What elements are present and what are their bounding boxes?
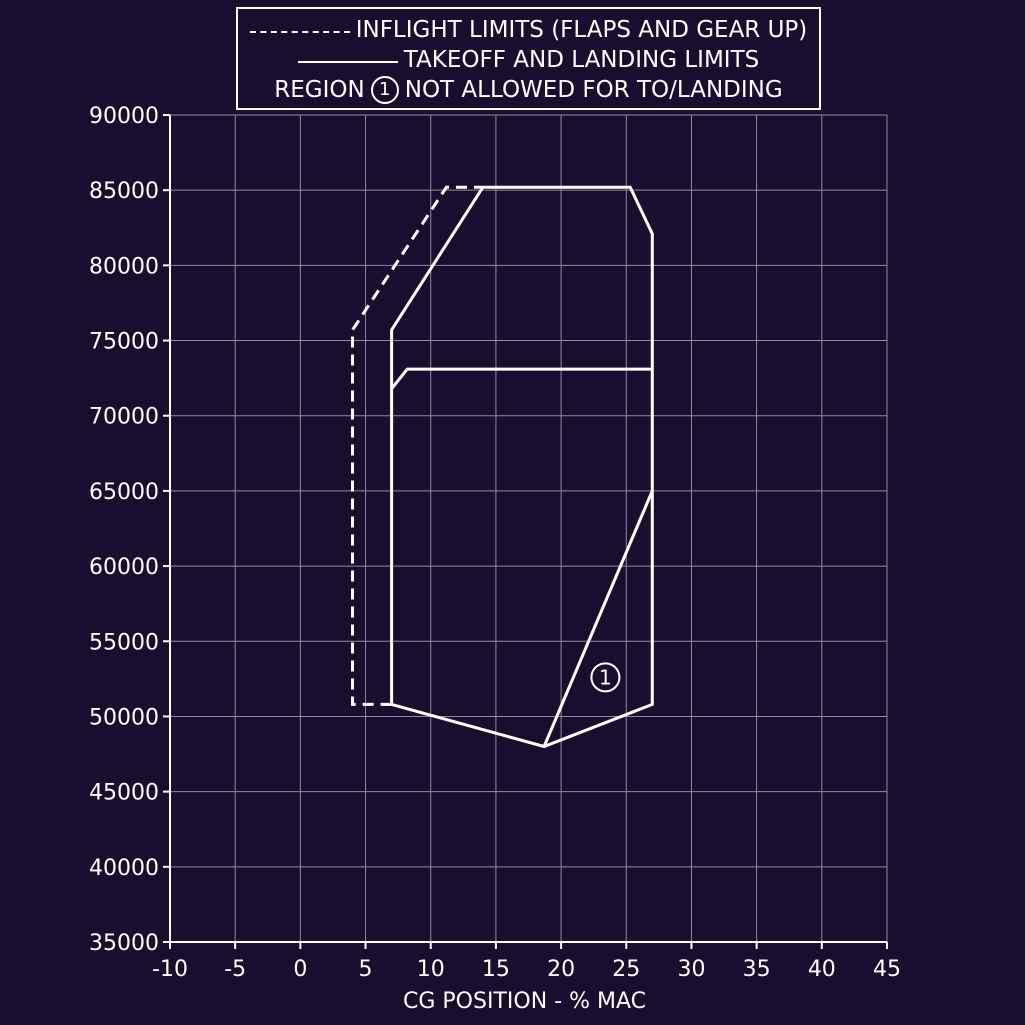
y-tick-label: 50000 [89,705,159,730]
y-tick-label: 35000 [89,931,159,956]
y-tick-label: 65000 [89,480,159,505]
x-tick-label: 15 [482,957,510,982]
y-tick-label: 45000 [89,781,159,806]
y-tick-label: 55000 [89,630,159,655]
legend-takeoff-label: TAKEOFF AND LANDING LIMITS [403,46,760,73]
x-tick-label: -5 [224,957,246,982]
y-tick-label: 40000 [89,856,159,881]
region-label: 1 [599,665,612,689]
inflight-limit-line [351,185,483,706]
x-tick-label: 25 [612,957,640,982]
takeoff-landing-limit-line-1 [390,185,654,749]
region-circle [590,662,621,693]
x-tick-label: 30 [677,957,705,982]
legend-region: REGION 1 NOT ALLOWED FOR TO/LANDING [238,75,819,105]
y-tick-label: 75000 [89,330,159,355]
y-tick-label: 80000 [89,254,159,279]
x-tick-label: 0 [293,957,307,982]
x-tick-label: 20 [547,957,575,982]
region-annotation: 1 [590,662,621,693]
takeoff-landing-limit-line-3 [542,490,654,748]
x-tick-label: 45 [873,957,901,982]
legend: INFLIGHT LIMITS (FLAPS AND GEAR UP) TAKE… [236,7,821,110]
legend-takeoff: TAKEOFF AND LANDING LIMITS [238,45,819,75]
legend-dashed-sample [249,31,350,33]
grid [169,114,888,943]
legend-region-suffix: NOT ALLOWED FOR TO/LANDING [404,76,783,103]
y-tick-label: 60000 [89,555,159,580]
y-tick-label: 90000 [89,104,159,129]
x-tick-label: 40 [808,957,836,982]
legend-inflight: INFLIGHT LIMITS (FLAPS AND GEAR UP) [238,15,819,45]
legend-solid-sample [297,61,398,63]
x-tick-label: -10 [152,957,188,982]
y-tick-label: 70000 [89,405,159,430]
legend-region-number: 1 [370,76,399,104]
x-tick-label: 10 [417,957,445,982]
x-axis-label: CG POSITION - % MAC [403,989,646,1014]
takeoff-landing-limit-line-2 [390,367,653,390]
x-tick-label: 35 [743,957,771,982]
y-tick-label: 85000 [89,179,159,204]
legend-region-prefix: REGION [274,76,365,103]
legend-inflight-label: INFLIGHT LIMITS (FLAPS AND GEAR UP) [355,16,808,43]
x-tick-label: 5 [359,957,373,982]
